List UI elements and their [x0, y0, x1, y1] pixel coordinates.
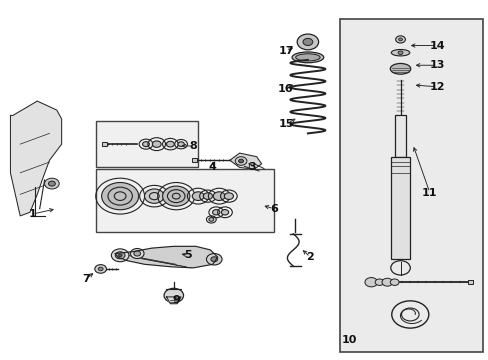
Circle shape	[178, 142, 184, 147]
Text: 11: 11	[421, 188, 437, 198]
Circle shape	[395, 36, 405, 43]
Circle shape	[303, 39, 312, 45]
Circle shape	[213, 192, 224, 201]
Circle shape	[102, 183, 139, 210]
Circle shape	[206, 253, 222, 265]
Text: 15: 15	[278, 120, 293, 129]
Text: 2: 2	[306, 252, 314, 262]
Circle shape	[208, 218, 213, 221]
Text: 3: 3	[247, 162, 255, 172]
Polygon shape	[229, 153, 261, 169]
Circle shape	[398, 38, 402, 41]
Circle shape	[152, 141, 161, 147]
Circle shape	[221, 210, 228, 215]
Circle shape	[389, 279, 398, 285]
Circle shape	[235, 157, 246, 165]
Text: 6: 6	[269, 204, 277, 214]
Bar	[96, 121, 198, 167]
Circle shape	[134, 251, 141, 256]
Circle shape	[364, 278, 377, 287]
Bar	[192, 158, 197, 162]
Text: 8: 8	[189, 141, 197, 151]
Circle shape	[44, 178, 59, 189]
Text: 12: 12	[428, 82, 444, 92]
Circle shape	[203, 193, 212, 199]
Bar	[339, 19, 483, 352]
Bar	[102, 142, 107, 146]
Circle shape	[144, 189, 163, 203]
Circle shape	[192, 192, 203, 201]
Circle shape	[130, 248, 144, 258]
Ellipse shape	[291, 52, 323, 63]
Text: 4: 4	[208, 162, 216, 172]
Text: 16: 16	[278, 84, 293, 94]
Bar	[96, 169, 273, 232]
Circle shape	[111, 249, 129, 262]
Text: 9: 9	[172, 295, 180, 305]
Ellipse shape	[389, 63, 410, 74]
Circle shape	[397, 51, 402, 54]
Polygon shape	[115, 246, 217, 268]
Circle shape	[163, 288, 183, 303]
Circle shape	[297, 34, 318, 50]
Circle shape	[374, 279, 383, 285]
Circle shape	[166, 141, 174, 147]
Text: 14: 14	[428, 41, 444, 50]
Circle shape	[48, 181, 55, 186]
Circle shape	[115, 252, 125, 259]
Circle shape	[381, 278, 392, 286]
Circle shape	[162, 186, 189, 206]
Circle shape	[142, 141, 149, 147]
Ellipse shape	[390, 49, 409, 56]
Bar	[394, 116, 406, 157]
Circle shape	[212, 210, 220, 215]
Ellipse shape	[295, 54, 320, 61]
Polygon shape	[10, 101, 61, 216]
Text: 5: 5	[184, 250, 192, 260]
Circle shape	[95, 265, 106, 273]
Text: 10: 10	[341, 334, 356, 345]
Circle shape	[98, 267, 103, 271]
Circle shape	[224, 193, 233, 199]
Text: 17: 17	[278, 46, 293, 56]
Circle shape	[238, 159, 243, 163]
Text: 7: 7	[82, 274, 90, 284]
Text: 1: 1	[28, 209, 36, 219]
Text: 13: 13	[428, 60, 444, 70]
Bar	[390, 157, 409, 259]
Circle shape	[118, 254, 122, 257]
Circle shape	[210, 257, 217, 262]
Bar	[467, 280, 472, 284]
Polygon shape	[166, 297, 181, 304]
